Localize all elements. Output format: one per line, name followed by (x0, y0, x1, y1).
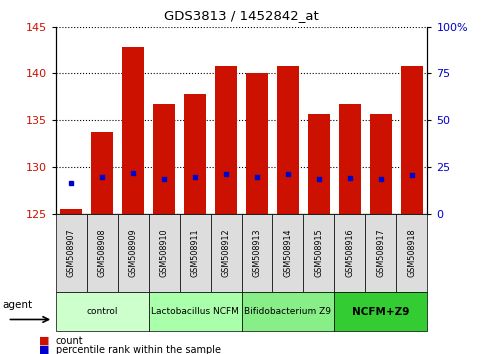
Bar (122, 47, 144, 214)
Text: control: control (86, 307, 118, 316)
Text: GSM508910: GSM508910 (159, 229, 169, 278)
Bar (401, 66, 423, 214)
Text: NCFM+Z9: NCFM+Z9 (352, 307, 410, 316)
Bar (153, 104, 175, 214)
Text: percentile rank within the sample: percentile rank within the sample (56, 345, 221, 354)
Text: GSM508915: GSM508915 (314, 229, 324, 278)
Text: GDS3813 / 1452842_at: GDS3813 / 1452842_at (164, 9, 319, 22)
Text: agent: agent (2, 300, 32, 310)
Bar (246, 74, 268, 214)
Bar (277, 66, 299, 214)
Bar (339, 104, 361, 214)
Bar (184, 94, 206, 214)
Text: GSM508912: GSM508912 (222, 229, 230, 278)
Text: GSM508911: GSM508911 (190, 229, 199, 278)
Text: GSM508917: GSM508917 (376, 229, 385, 278)
Bar (91, 132, 113, 214)
Text: ■: ■ (39, 336, 49, 346)
Text: GSM508908: GSM508908 (98, 229, 107, 278)
Text: GSM508909: GSM508909 (128, 229, 138, 278)
Text: GSM508907: GSM508907 (67, 229, 75, 278)
Bar (60, 210, 82, 214)
Bar (370, 114, 392, 214)
Text: ■: ■ (39, 345, 49, 354)
Bar (215, 66, 237, 214)
Bar (308, 114, 330, 214)
Text: GSM508916: GSM508916 (345, 229, 355, 278)
Text: GSM508913: GSM508913 (253, 229, 261, 278)
Text: GSM508914: GSM508914 (284, 229, 293, 278)
Text: Lactobacillus NCFM: Lactobacillus NCFM (151, 307, 239, 316)
Text: count: count (56, 336, 83, 346)
Text: Bifidobacterium Z9: Bifidobacterium Z9 (244, 307, 331, 316)
Text: GSM508918: GSM508918 (408, 229, 416, 278)
